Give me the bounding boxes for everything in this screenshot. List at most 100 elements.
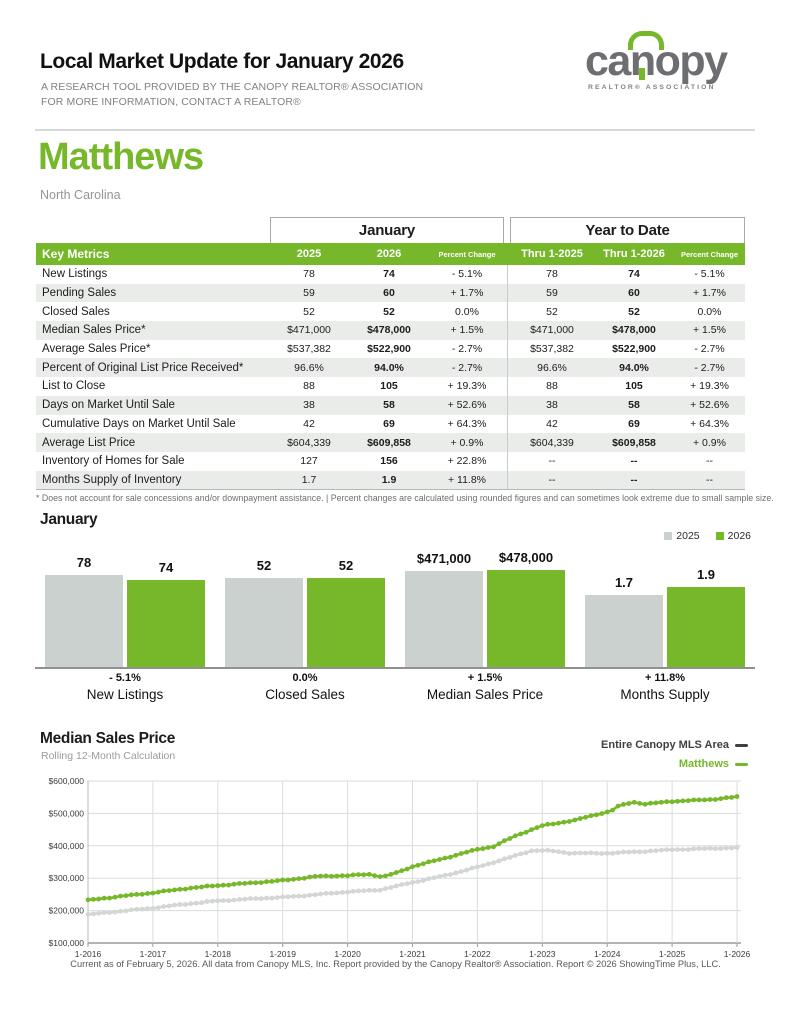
data-point bbox=[312, 874, 318, 879]
logo-tagline: REALTOR® ASSOCIATION bbox=[588, 84, 716, 91]
metric-label: List to Close bbox=[42, 380, 106, 393]
metric-value: 38 bbox=[303, 399, 315, 412]
col-header-ytd-pct-change: Percent Change bbox=[680, 249, 739, 259]
metric-value: 88 bbox=[546, 380, 558, 393]
data-point bbox=[128, 892, 134, 898]
metric-value: $471,000 bbox=[287, 324, 331, 337]
col-header-thru-2025: Thru 1-2025 bbox=[521, 248, 583, 260]
bar-change-label: - 5.1% bbox=[109, 672, 141, 684]
data-point bbox=[404, 866, 410, 872]
data-point bbox=[220, 898, 226, 903]
data-point bbox=[734, 845, 740, 850]
x-axis-label: 1-2025 bbox=[659, 949, 686, 959]
column-gap bbox=[504, 470, 510, 490]
data-point bbox=[247, 880, 253, 886]
x-axis-label: 1-2023 bbox=[529, 949, 556, 959]
data-point bbox=[280, 877, 286, 883]
group-header-year-to-date: Year to Date bbox=[510, 217, 745, 243]
metric-label: Median Sales Price* bbox=[42, 324, 146, 337]
metric-value: - 5.1% bbox=[451, 268, 483, 281]
metric-value: 59 bbox=[546, 287, 558, 300]
metric-value: 60 bbox=[383, 287, 395, 300]
data-point bbox=[350, 872, 356, 878]
data-point bbox=[658, 799, 664, 805]
data-point bbox=[350, 888, 356, 894]
data-point bbox=[529, 848, 534, 854]
metric-value: 38 bbox=[546, 399, 558, 412]
data-point bbox=[442, 855, 448, 861]
data-point bbox=[529, 827, 534, 833]
metric-value: -- bbox=[630, 455, 638, 468]
data-point bbox=[226, 882, 232, 888]
data-point bbox=[475, 846, 480, 852]
data-point bbox=[215, 883, 221, 889]
data-point bbox=[388, 885, 394, 890]
metric-value: + 0.9% bbox=[693, 436, 726, 449]
x-axis-label: 1-2021 bbox=[399, 949, 426, 959]
table-row: Cumulative Days on Market Until Sale 42 69… bbox=[36, 414, 745, 434]
data-point bbox=[556, 849, 561, 855]
table-row: Average List Price $604,339 $609,858 + 0.9%… bbox=[36, 433, 745, 452]
data-point bbox=[366, 871, 372, 877]
data-point bbox=[648, 800, 653, 806]
data-point bbox=[123, 893, 129, 899]
metric-value: 156 bbox=[380, 455, 398, 468]
data-point bbox=[491, 860, 496, 866]
data-point bbox=[258, 880, 264, 885]
data-point bbox=[621, 802, 626, 807]
table-footnote: * Does not account for sale concessions … bbox=[36, 493, 774, 503]
data-point bbox=[550, 848, 556, 854]
data-point bbox=[323, 873, 329, 879]
column-gap bbox=[504, 302, 510, 322]
metric-value: + 52.6% bbox=[690, 399, 729, 412]
data-point bbox=[155, 905, 161, 911]
data-point bbox=[491, 844, 496, 850]
data-point bbox=[253, 880, 259, 886]
bar-group: 52 52 bbox=[215, 545, 395, 667]
data-point bbox=[556, 820, 561, 826]
data-point bbox=[291, 876, 296, 882]
bar-category-label: Months Supply bbox=[620, 687, 710, 702]
data-point bbox=[550, 821, 556, 827]
data-point bbox=[431, 858, 437, 864]
metric-value: $471,000 bbox=[530, 324, 574, 337]
market-name: Matthews bbox=[38, 136, 204, 178]
metric-label: Closed Sales bbox=[42, 305, 110, 318]
metric-value: 52 bbox=[383, 305, 395, 318]
metric-value: 78 bbox=[546, 268, 558, 281]
legend-label-canopy-mls: Entire Canopy MLS Area bbox=[601, 739, 729, 751]
data-point bbox=[729, 845, 734, 851]
data-point bbox=[561, 850, 567, 855]
data-point bbox=[599, 811, 605, 816]
data-point bbox=[291, 893, 296, 899]
metric-value: 105 bbox=[380, 380, 398, 393]
bar-2026 bbox=[667, 587, 745, 667]
data-point bbox=[642, 801, 648, 807]
data-point bbox=[539, 848, 545, 853]
metric-value: 58 bbox=[628, 399, 640, 412]
legend-item-2025: 2025 bbox=[664, 530, 700, 542]
metric-value: + 19.3% bbox=[447, 380, 487, 393]
data-point bbox=[518, 851, 524, 857]
table-row: Average Sales Price* $537,382 $522,900 - 2.… bbox=[36, 339, 745, 359]
bar-2026 bbox=[127, 580, 205, 667]
line-chart-legend: Entire Canopy MLS Area Matthews bbox=[601, 739, 748, 777]
y-axis-label: $100,000 bbox=[49, 938, 85, 948]
data-point bbox=[410, 864, 415, 870]
data-point bbox=[118, 908, 123, 914]
data-point bbox=[469, 848, 475, 853]
data-point bbox=[361, 888, 367, 894]
y-axis-label: $200,000 bbox=[49, 906, 85, 916]
x-axis-label: 1-2019 bbox=[269, 949, 296, 959]
metric-value: 59 bbox=[303, 287, 315, 300]
data-point bbox=[442, 872, 448, 878]
data-point bbox=[296, 893, 302, 899]
data-point bbox=[372, 873, 377, 879]
data-point bbox=[377, 887, 383, 893]
data-point bbox=[458, 851, 464, 856]
metric-value: -- bbox=[630, 473, 638, 486]
data-point bbox=[713, 797, 718, 802]
data-point bbox=[723, 795, 729, 801]
metric-value: + 64.3% bbox=[447, 417, 487, 430]
data-point bbox=[226, 898, 232, 904]
